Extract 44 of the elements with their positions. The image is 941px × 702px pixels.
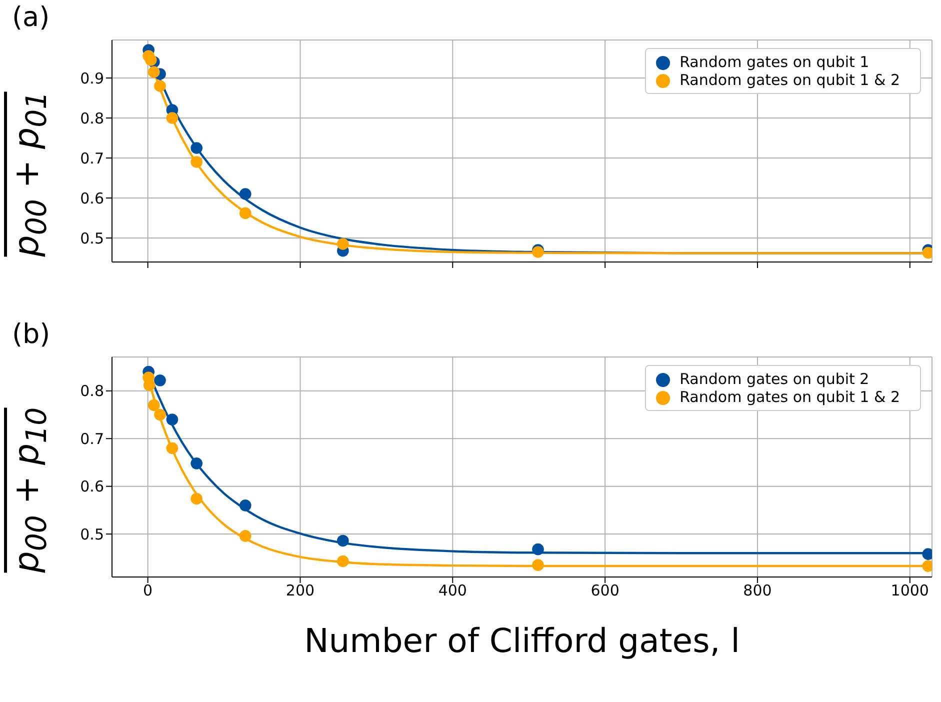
legend-label: Random gates on qubit 2 <box>680 370 870 388</box>
point <box>148 399 160 412</box>
point <box>166 414 178 426</box>
y-tick-label: 0.8 <box>80 109 104 128</box>
point <box>239 530 252 542</box>
point <box>336 238 349 250</box>
point <box>532 543 544 556</box>
legend-label: Random gates on qubit 1 & 2 <box>680 388 900 406</box>
point <box>166 112 178 124</box>
chart-title: (a) <box>12 2 50 33</box>
point <box>239 207 252 220</box>
y-tick-label: 0.9 <box>80 69 104 88</box>
y-tick-label: 0.6 <box>80 478 104 496</box>
point <box>190 156 203 168</box>
x-tick-label: 600 <box>590 582 620 600</box>
point <box>154 374 166 386</box>
point <box>166 442 178 454</box>
point <box>239 188 252 200</box>
x-tick-label: 1000 <box>890 582 929 600</box>
x-tick-label: 200 <box>286 582 315 600</box>
x-axis-title: Number of Clifford gates, l <box>304 621 740 660</box>
point <box>336 534 349 547</box>
point <box>239 500 252 512</box>
point <box>532 559 544 571</box>
legend-label: Random gates on qubit 1 & 2 <box>680 71 900 89</box>
y-tick-label: 0.5 <box>80 525 104 544</box>
point <box>154 80 166 92</box>
chart-title: (b) <box>12 319 50 350</box>
y-tick-label: 0.6 <box>80 189 104 208</box>
point <box>336 555 349 568</box>
x-tick-label: 800 <box>743 582 772 600</box>
y-tick-label: 0.5 <box>80 229 104 248</box>
point <box>190 142 203 154</box>
y-tick-label: 0.7 <box>80 149 104 168</box>
point <box>154 408 166 421</box>
x-tick-label: 400 <box>438 582 467 600</box>
point <box>190 492 203 505</box>
x-tick-label: 0 <box>143 582 153 600</box>
point <box>190 458 203 470</box>
y-tick-label: 0.7 <box>80 430 104 448</box>
point <box>144 54 157 66</box>
y-tick-label: 0.8 <box>80 382 104 400</box>
legend-label: Random gates on qubit 1 <box>680 53 870 71</box>
point <box>148 66 160 78</box>
